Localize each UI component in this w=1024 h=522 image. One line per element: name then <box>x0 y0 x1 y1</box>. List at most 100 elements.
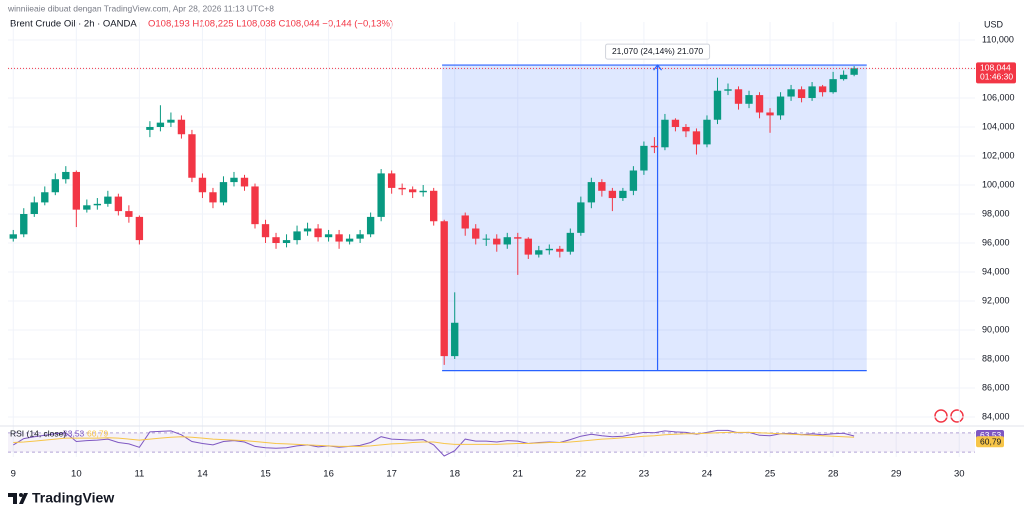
candle-body <box>461 215 469 229</box>
candle-body <box>608 190 617 199</box>
y-tick-label: 106,000 <box>982 92 1015 102</box>
candle-body <box>661 119 669 148</box>
candle-body <box>93 203 102 206</box>
rsi-line <box>13 431 855 447</box>
measure-label-box <box>605 43 711 60</box>
flag-icons <box>934 409 964 423</box>
chart-title: Brent Crude Oil · 2h · OANDA <box>10 19 137 30</box>
y-tick-label: 100,000 <box>982 179 1015 189</box>
candle-body <box>303 228 312 232</box>
candle-body <box>104 196 112 204</box>
candle-body <box>356 234 364 239</box>
candle-body <box>345 238 354 242</box>
candle-body <box>30 202 38 215</box>
y-tick-label: 102,000 <box>982 150 1015 160</box>
candle-body <box>366 216 375 235</box>
candle-body <box>703 119 711 145</box>
candle-body <box>314 228 322 238</box>
measure-arrow-head <box>653 64 663 71</box>
candle-body <box>766 112 774 116</box>
candle-body <box>808 86 816 98</box>
x-tick-label: 22 <box>576 469 587 480</box>
y-tick-label: 90,000 <box>982 324 1010 334</box>
y-tick-label: 98,000 <box>982 208 1010 218</box>
measure-label: 21,070 (24,14%) 21.070 <box>612 46 703 56</box>
candle-body <box>692 131 701 145</box>
rsi-last-label: 60,79 <box>980 437 1002 447</box>
candle-body <box>451 322 459 357</box>
candle-body <box>41 192 49 203</box>
candle-body <box>577 202 585 233</box>
candle-body <box>209 192 217 203</box>
candle-body <box>829 79 837 93</box>
x-tick-label: 11 <box>134 469 144 480</box>
candle-body <box>114 196 123 212</box>
candle-body <box>566 232 575 252</box>
x-tick-label: 10 <box>71 469 82 480</box>
candle-body <box>230 177 238 183</box>
y-tick-label: 96,000 <box>982 237 1010 247</box>
candle-body <box>587 182 596 203</box>
rsi-last-box <box>976 436 1004 448</box>
y-tick-label: 110,000 <box>982 34 1014 44</box>
rsi-legend-value: 63,53 <box>63 428 85 438</box>
candle-body <box>493 238 501 245</box>
candle-body <box>324 234 333 238</box>
candle-body <box>472 228 480 239</box>
rsi-band <box>8 432 975 453</box>
countdown-label: 01:46:30 <box>980 72 1013 82</box>
candle-body <box>240 177 249 187</box>
candle-body <box>20 214 28 235</box>
y-tick-label: 84,000 <box>982 411 1010 421</box>
x-tick-label: 21 <box>512 469 523 480</box>
candle-body <box>9 234 17 239</box>
candle-body <box>430 190 438 222</box>
candle-body <box>188 134 196 178</box>
candle-body <box>734 89 743 104</box>
candle-body <box>261 224 270 238</box>
y-tick-label: 94,000 <box>982 266 1010 276</box>
candle-body <box>776 96 785 116</box>
candle-body <box>272 237 280 244</box>
rsi-last-label: 63,53 <box>980 430 1002 440</box>
candle-body <box>177 119 186 135</box>
watermark: winniieaie dibuat dengan TradingView.com… <box>7 3 274 13</box>
x-tick-label: 25 <box>765 469 776 480</box>
candle-body <box>640 145 648 171</box>
y-tick-label: 88,000 <box>982 353 1010 363</box>
candle-body <box>535 250 543 255</box>
last-price-label: 108,044 <box>980 63 1011 73</box>
candle-body <box>167 119 175 123</box>
candle-body <box>619 190 627 199</box>
x-tick-label: 28 <box>828 469 839 480</box>
ohlc-legend: O108,193 H108,225 L108,038 C108,044 −0,1… <box>148 19 393 30</box>
x-tick-label: 24 <box>702 469 713 480</box>
candle-body <box>850 68 858 75</box>
rsi-title: RSI (14, close) <box>10 428 66 438</box>
rsi-line <box>13 429 855 457</box>
candle-body <box>839 74 848 80</box>
candle-body <box>419 190 427 193</box>
candle-body <box>282 240 291 244</box>
candle-body <box>629 170 638 191</box>
candle-body <box>251 186 259 225</box>
candle-body <box>387 173 396 188</box>
candle-body <box>650 145 659 148</box>
candle-body <box>62 171 70 180</box>
last-price-box <box>976 62 1016 84</box>
candle-body <box>335 234 343 242</box>
x-tick-label: 14 <box>197 469 208 480</box>
candle-body <box>503 237 511 245</box>
candle-body <box>787 89 795 97</box>
candle-body <box>598 182 606 191</box>
rsi-legend-value: 60,79 <box>87 428 109 438</box>
y-tick-label: 86,000 <box>982 382 1010 392</box>
x-tick-label: 23 <box>639 469 650 480</box>
candle-body <box>745 95 753 104</box>
candle-body <box>293 231 301 241</box>
candle-body <box>135 216 144 241</box>
candle-body <box>72 171 80 210</box>
candle-body <box>713 90 722 120</box>
candle-body <box>51 179 59 193</box>
